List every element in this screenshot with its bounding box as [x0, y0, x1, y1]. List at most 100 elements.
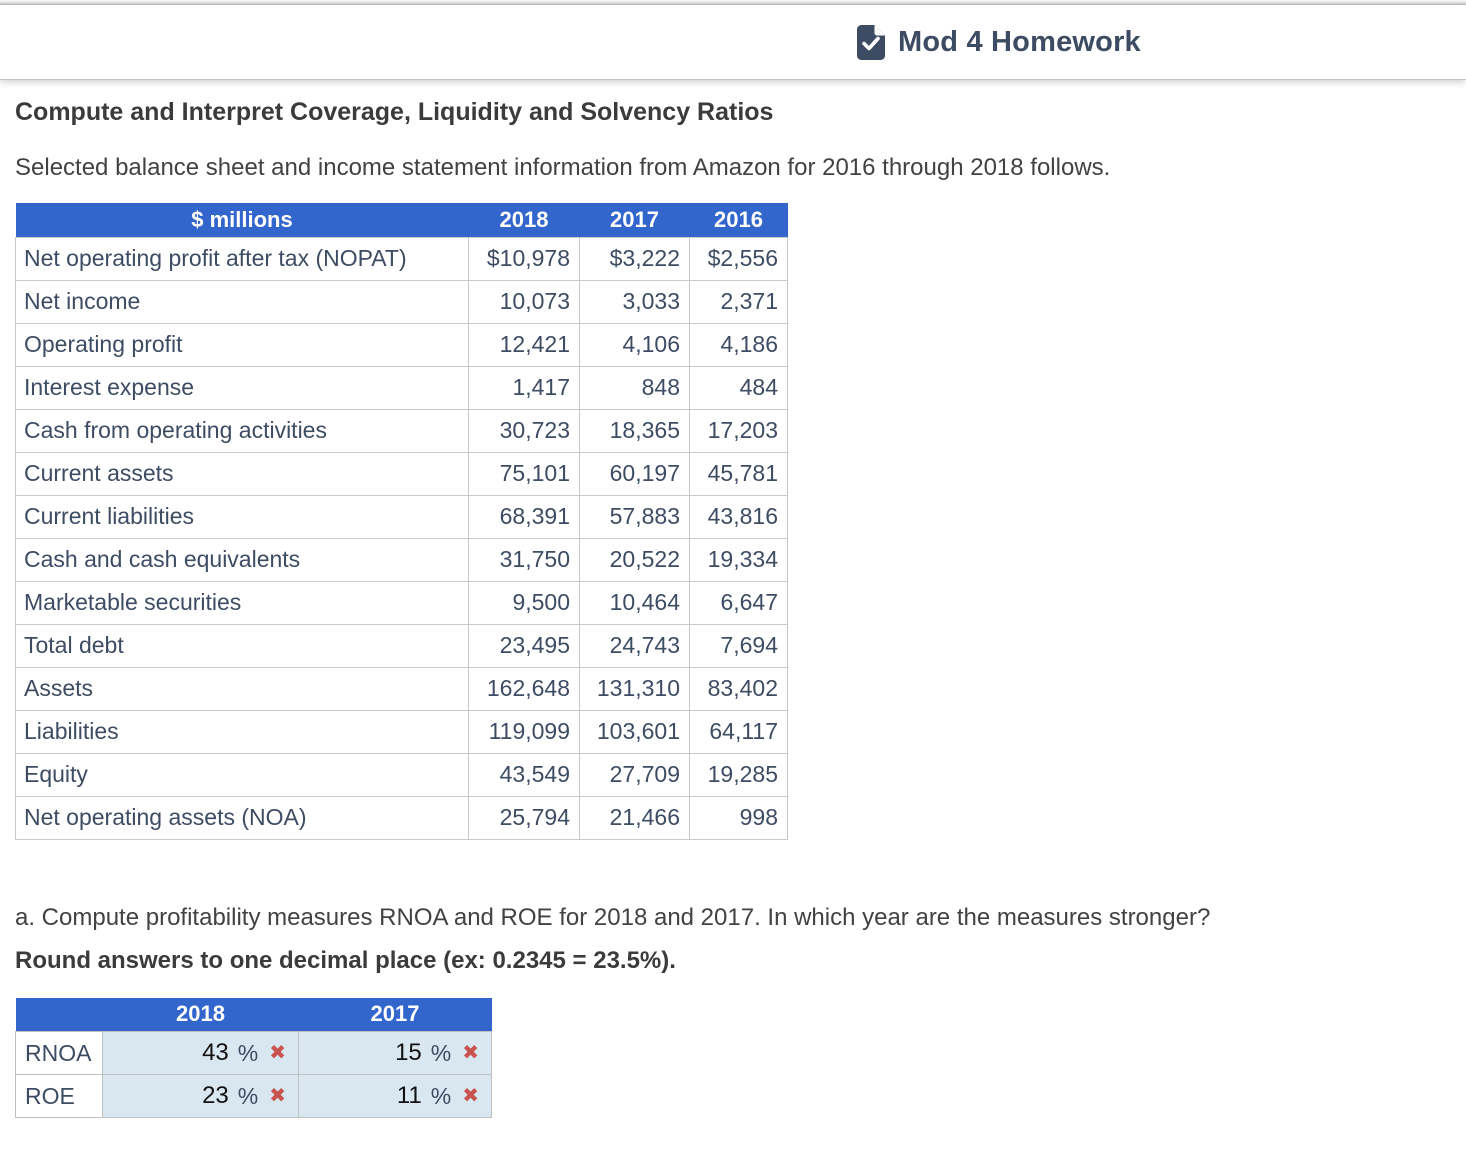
table-row: Total debt 23,495 24,743 7,694	[15, 623, 788, 668]
answers-table: 2018 2017 RNOA 43 % ✖	[15, 997, 492, 1118]
row-label: Current liabilities	[15, 494, 469, 539]
cell-2018: 75,101	[468, 451, 580, 496]
cell-2018: 162,648	[468, 666, 580, 711]
table-row: Interest expense 1,417 848 484	[15, 365, 788, 410]
cell-2017: 57,883	[579, 494, 690, 539]
cell-2018: 43,549	[468, 752, 580, 797]
row-label: Current assets	[15, 451, 469, 496]
answers-column-2018: 2018	[102, 997, 299, 1032]
cell-2017: 131,310	[579, 666, 690, 711]
answer-input[interactable]: 43	[202, 1039, 229, 1066]
table-row: Liabilities 119,099 103,601 64,117	[15, 709, 788, 754]
cell-2016: 43,816	[689, 494, 788, 539]
cell-2018: $10,978	[468, 236, 580, 281]
cell-2017: 103,601	[579, 709, 690, 754]
cell-2016: 2,371	[689, 279, 788, 324]
table-row: Operating profit 12,421 4,106 4,186	[15, 322, 788, 367]
cell-2018: 25,794	[468, 795, 580, 840]
row-label: Liabilities	[15, 709, 469, 754]
table-row: Cash and cash equivalents 31,750 20,522 …	[15, 537, 788, 582]
cell-2018: 23,495	[468, 623, 580, 668]
table-row: Net operating profit after tax (NOPAT) $…	[15, 236, 788, 281]
answer-input[interactable]: 23	[202, 1082, 229, 1109]
cell-2018: 68,391	[468, 494, 580, 539]
table-row: Marketable securities 9,500 10,464 6,647	[15, 580, 788, 625]
percent-unit: %	[430, 1082, 452, 1109]
incorrect-icon: ✖	[462, 1042, 479, 1064]
row-label: Net operating profit after tax (NOPAT)	[15, 236, 469, 281]
header-title-group: Mod 4 Homework	[857, 24, 1141, 60]
row-label: Cash from operating activities	[15, 408, 469, 453]
answer-input[interactable]: 15	[395, 1039, 422, 1066]
row-label: Marketable securities	[15, 580, 469, 625]
cell-2017: $3,222	[579, 236, 690, 281]
page-title: Mod 4 Homework	[898, 25, 1141, 58]
row-label: Total debt	[15, 623, 469, 668]
incorrect-icon: ✖	[462, 1085, 479, 1107]
cell-2016: 7,694	[689, 623, 788, 668]
answers-corner-cell	[15, 997, 103, 1032]
cell-2016: 19,334	[689, 537, 788, 582]
cell-2016: $2,556	[689, 236, 788, 281]
financials-table: $ millions 2018 2017 2016 Net operating …	[15, 203, 788, 840]
row-label: Operating profit	[15, 322, 469, 367]
answers-header-row: 2018 2017	[15, 997, 492, 1032]
intro-text: Selected balance sheet and income statem…	[15, 154, 1111, 181]
answer-row-rnoa: RNOA 43 % ✖ 15 % ✖	[15, 1031, 492, 1075]
cell-2018: 10,073	[468, 279, 580, 324]
percent-unit: %	[237, 1039, 259, 1066]
table-row: Cash from operating activities 30,723 18…	[15, 408, 788, 453]
cell-2017: 60,197	[579, 451, 690, 496]
percent-unit: %	[430, 1039, 452, 1066]
column-header-2016: 2016	[689, 203, 788, 237]
row-label: Cash and cash equivalents	[15, 537, 469, 582]
question-instruction: Round answers to one decimal place (ex: …	[15, 946, 676, 974]
answer-row-label: ROE	[15, 1074, 103, 1118]
table-row: Current assets 75,101 60,197 45,781	[15, 451, 788, 496]
row-label: Assets	[15, 666, 469, 711]
cell-2016: 83,402	[689, 666, 788, 711]
row-label: Net income	[15, 279, 469, 324]
cell-2017: 24,743	[579, 623, 690, 668]
main-content: Compute and Interpret Coverage, Liquidit…	[0, 80, 1466, 1118]
cell-2017: 20,522	[579, 537, 690, 582]
answer-cell-rnoa-2018[interactable]: 43 % ✖	[102, 1031, 299, 1075]
top-edge-divider	[0, 0, 1466, 5]
answer-cell-roe-2017[interactable]: 11 % ✖	[298, 1074, 492, 1118]
cell-2016: 64,117	[689, 709, 788, 754]
financials-header-row: $ millions 2018 2017 2016	[15, 203, 788, 237]
cell-2017: 18,365	[579, 408, 690, 453]
table-row: Equity 43,549 27,709 19,285	[15, 752, 788, 797]
cell-2018: 9,500	[468, 580, 580, 625]
cell-2016: 45,781	[689, 451, 788, 496]
column-header-millions: $ millions	[15, 203, 469, 237]
table-row: Net income 10,073 3,033 2,371	[15, 279, 788, 324]
question-text: a. Compute profitability measures RNOA a…	[15, 903, 1211, 931]
cell-2018: 30,723	[468, 408, 580, 453]
cell-2018: 31,750	[468, 537, 580, 582]
incorrect-icon: ✖	[269, 1042, 286, 1064]
cell-2017: 3,033	[579, 279, 690, 324]
answer-cell-roe-2018[interactable]: 23 % ✖	[102, 1074, 299, 1118]
cell-2016: 6,647	[689, 580, 788, 625]
cell-2016: 17,203	[689, 408, 788, 453]
cell-2018: 119,099	[468, 709, 580, 754]
table-row: Assets 162,648 131,310 83,402	[15, 666, 788, 711]
row-label: Interest expense	[15, 365, 469, 410]
cell-2016: 19,285	[689, 752, 788, 797]
table-row: Current liabilities 68,391 57,883 43,816	[15, 494, 788, 539]
answer-cell-rnoa-2017[interactable]: 15 % ✖	[298, 1031, 492, 1075]
cell-2017: 4,106	[579, 322, 690, 367]
assignment-check-icon	[857, 24, 885, 60]
cell-2017: 10,464	[579, 580, 690, 625]
cell-2018: 12,421	[468, 322, 580, 367]
column-header-2018: 2018	[468, 203, 580, 237]
section-heading: Compute and Interpret Coverage, Liquidit…	[15, 98, 774, 126]
cell-2016: 484	[689, 365, 788, 410]
answer-input[interactable]: 11	[396, 1082, 422, 1109]
column-header-2017: 2017	[579, 203, 690, 237]
cell-2017: 21,466	[579, 795, 690, 840]
table-row: Net operating assets (NOA) 25,794 21,466…	[15, 795, 788, 840]
percent-unit: %	[237, 1082, 259, 1109]
